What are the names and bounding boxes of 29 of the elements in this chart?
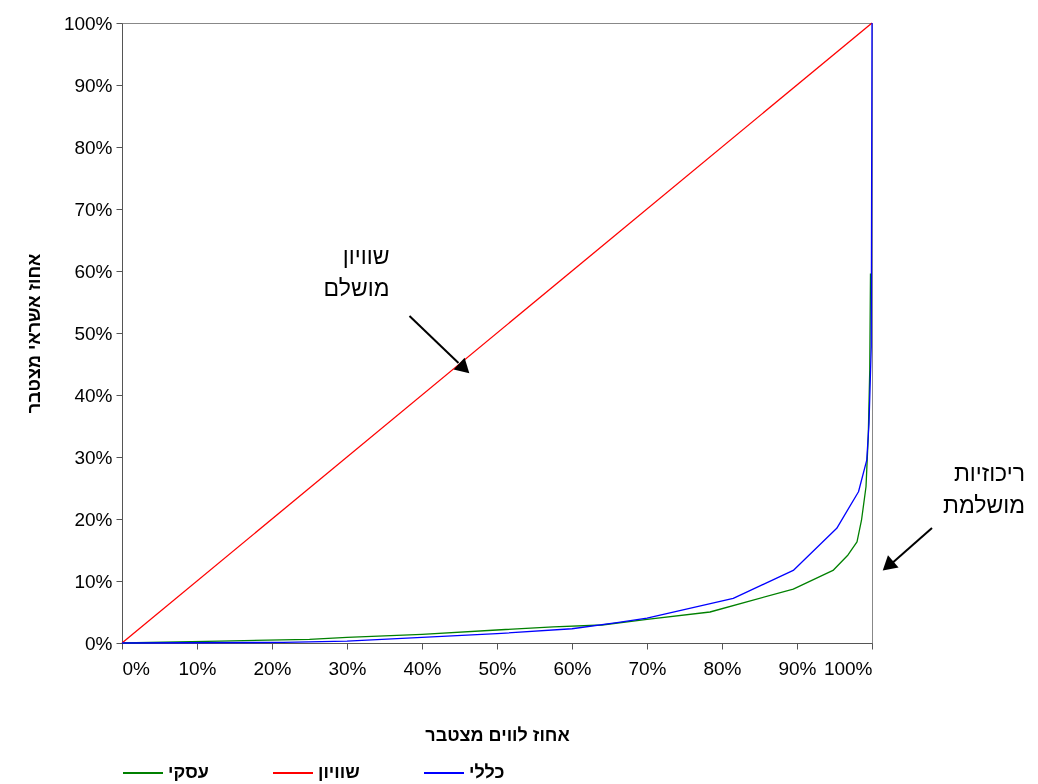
y-tick-label: 60% (74, 260, 113, 282)
y-tick-label: 70% (74, 198, 113, 220)
x-tick-label: 70% (628, 657, 667, 679)
y-tick-label: 0% (85, 632, 113, 654)
y-tick-label: 20% (74, 508, 113, 530)
y-tick-label: 90% (74, 74, 113, 96)
legend-label: עסקי (168, 762, 209, 782)
x-tick-label: 80% (703, 657, 742, 679)
annotation: שוויון מושלם (323, 243, 390, 301)
x-tick-label: 50% (478, 657, 517, 679)
y-tick-label: 80% (74, 136, 113, 158)
x-tick-label: 20% (253, 657, 292, 679)
x-tick-label: 60% (553, 657, 592, 679)
x-tick-label: 90% (778, 657, 817, 679)
x-axis-title: אחוז לווים מצטבר (425, 724, 570, 745)
y-tick-label: 100% (63, 12, 113, 34)
x-tick-label: 40% (403, 657, 442, 679)
y-tick-label: 30% (74, 446, 113, 468)
x-tick-label: 100% (823, 657, 873, 679)
x-tick-label: 10% (178, 657, 217, 679)
y-tick-label: 40% (74, 384, 113, 406)
y-tick-label: 50% (74, 322, 113, 344)
legend-label: שוויון (318, 762, 360, 782)
y-axis-title: אחוז אשראי מצטבר (23, 253, 44, 414)
x-tick-label: 30% (328, 657, 367, 679)
legend-label: כללי (469, 762, 505, 782)
x-tick-label: 0% (122, 657, 151, 679)
y-tick-label: 10% (74, 570, 113, 592)
text: ריכוזיות מושלמת (943, 460, 1025, 518)
